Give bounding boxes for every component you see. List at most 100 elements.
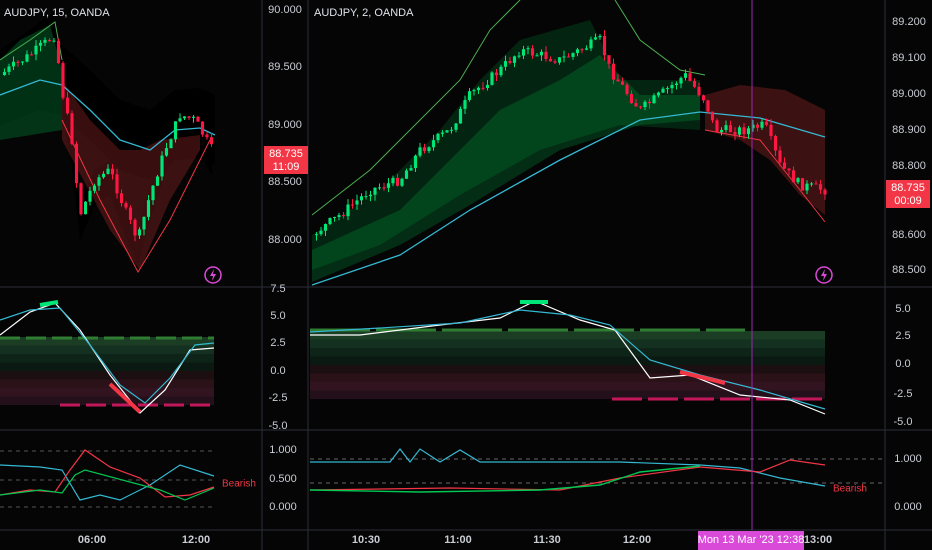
zone (310, 373, 825, 382)
candle (16, 61, 20, 63)
candle (7, 66, 11, 72)
candle (476, 87, 481, 91)
candle (83, 201, 88, 215)
candle (584, 48, 589, 50)
candle (571, 53, 575, 57)
candle (787, 168, 791, 171)
signal-line (309, 465, 701, 493)
candle (764, 121, 769, 125)
alert-icon[interactable] (204, 266, 222, 284)
axis-label: 89.100 (892, 52, 926, 64)
band-edge (614, 0, 706, 76)
candle (706, 100, 710, 112)
candle (314, 234, 319, 236)
countdown: 11:09 (273, 161, 300, 173)
zone (310, 365, 825, 374)
candle (43, 39, 47, 43)
candle (70, 113, 74, 144)
candle (472, 90, 476, 92)
axis-label: 1.000 (894, 453, 922, 465)
candle (755, 124, 760, 128)
candle (701, 95, 706, 101)
candle (656, 92, 661, 96)
axis-label: 88.900 (892, 124, 926, 136)
zone (310, 331, 825, 340)
candle (187, 116, 191, 118)
axis-label: 88.500 (268, 176, 302, 188)
candle (562, 56, 566, 58)
oscillator-highlight (39, 300, 59, 307)
candle (146, 200, 151, 217)
oscillator-slow (0, 307, 215, 404)
candle (607, 55, 611, 64)
candle (647, 101, 652, 104)
candle (692, 80, 697, 87)
candle (355, 200, 359, 205)
oscillator-slow (309, 309, 826, 410)
alert-icon[interactable] (815, 266, 833, 284)
axis-label: 2.5 (895, 330, 910, 342)
candle (499, 66, 503, 76)
candle (142, 216, 146, 230)
candle (751, 124, 755, 129)
candle (427, 147, 431, 152)
candle (400, 178, 404, 186)
candle (598, 35, 602, 38)
candle (200, 121, 205, 135)
candle (508, 61, 512, 63)
candle (328, 217, 332, 224)
candle (800, 178, 805, 191)
candle (535, 55, 539, 57)
candle (119, 193, 124, 204)
candle (791, 170, 796, 183)
axis-label: 90.000 (268, 4, 302, 16)
candle (458, 108, 463, 124)
candle (97, 177, 101, 186)
candle (386, 183, 391, 188)
candle (2, 71, 7, 75)
candle (11, 61, 16, 67)
oscillator-highlight (679, 370, 726, 385)
axis-label: 89.200 (892, 16, 926, 28)
candle (503, 61, 508, 67)
price-tag-box (264, 146, 308, 174)
candle (805, 183, 809, 191)
oscillator-highlight (108, 382, 142, 414)
candle (137, 229, 142, 236)
time-label: 13:00 (804, 534, 832, 546)
band (62, 80, 200, 270)
band-edge (311, 0, 521, 216)
candle (724, 125, 728, 130)
candle (169, 139, 173, 149)
candle (625, 84, 629, 94)
candle (413, 155, 418, 169)
candle (440, 132, 445, 134)
candle (593, 37, 598, 40)
zone (310, 382, 825, 391)
axis-label: -2.5 (269, 392, 288, 404)
candle (209, 137, 214, 145)
band-edge (61, 119, 211, 274)
candle (110, 168, 115, 175)
candle (494, 72, 499, 76)
candle (620, 81, 625, 85)
candle (65, 97, 70, 114)
signal-line (0, 464, 215, 501)
candle (124, 203, 128, 208)
axis-label: 5.0 (270, 310, 285, 322)
zone (0, 337, 214, 346)
axis-label: 0.000 (269, 501, 297, 513)
zone (0, 345, 214, 354)
candle (611, 63, 616, 80)
axis-label: 88.600 (892, 229, 926, 241)
candle (164, 148, 169, 156)
candle (697, 86, 701, 96)
time-label: 06:00 (78, 534, 106, 546)
candle (368, 194, 373, 197)
time-label: 10:30 (352, 534, 380, 546)
countdown: 00:09 (894, 195, 922, 207)
candle (742, 127, 746, 135)
candle (652, 95, 656, 104)
candle (373, 187, 377, 195)
